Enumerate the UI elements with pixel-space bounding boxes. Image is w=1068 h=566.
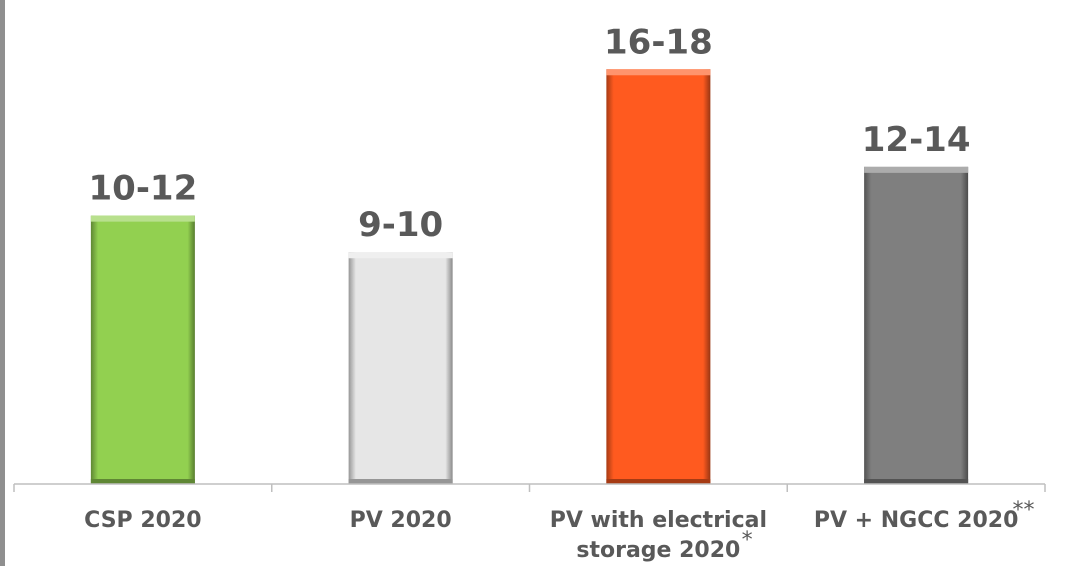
bar-bottom-bevel [90, 479, 195, 484]
bar-3 [606, 69, 711, 485]
labels-layer: 10-12 CSP 2020 9-10 PV 2020 16-18 PV with ele… [84, 22, 1034, 563]
x-axis [13, 483, 1046, 492]
bar-2 [348, 252, 453, 484]
category-label: PV 2020 [350, 508, 452, 533]
category-label: PV with electrical storage 2020 [550, 508, 767, 563]
data-label: 16-18 [604, 22, 713, 62]
left-edge-strip [0, 0, 5, 566]
bar-body [864, 166, 969, 484]
data-label: 9-10 [358, 205, 443, 245]
bar-body [606, 69, 711, 485]
bar-bottom-bevel [348, 479, 453, 484]
bar-body [348, 252, 453, 484]
footnote-marker: * [742, 528, 753, 553]
bar-top-bevel [864, 166, 969, 173]
bar-top-bevel [90, 215, 195, 222]
category-label: PV + NGCC 2020 [814, 508, 1019, 533]
bars-layer [90, 69, 969, 485]
bar-body [90, 215, 195, 484]
bar-4 [864, 166, 969, 484]
footnote-marker: ** [1013, 498, 1035, 523]
data-label: 10-12 [89, 169, 198, 209]
bar-bottom-bevel [864, 479, 969, 484]
category-label: CSP 2020 [84, 508, 201, 533]
bar-top-bevel [348, 252, 453, 259]
data-label: 12-14 [862, 120, 971, 160]
bar-1 [90, 215, 195, 484]
bar-top-bevel [606, 69, 711, 76]
bar-bottom-bevel [606, 479, 711, 484]
